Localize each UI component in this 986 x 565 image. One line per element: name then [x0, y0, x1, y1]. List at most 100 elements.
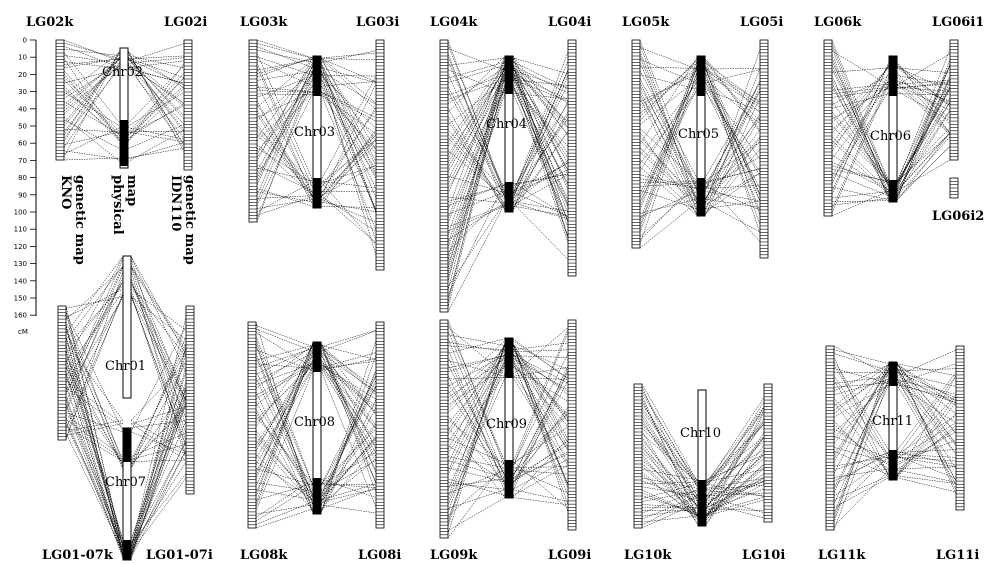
- link-line: [320, 342, 379, 454]
- link-line: [447, 426, 506, 498]
- map-bar-lg02k: [55, 39, 65, 161]
- link-line: [705, 456, 767, 506]
- link-line: [641, 474, 699, 517]
- link-line: [705, 477, 767, 489]
- link-line: [255, 484, 314, 522]
- link-line: [833, 378, 890, 531]
- label-lg06k: LG06k: [814, 15, 862, 30]
- map-bar-lg11k: [825, 345, 835, 531]
- scale-tick-label: 70: [18, 157, 27, 165]
- link-line: [831, 61, 890, 195]
- link-line: [641, 489, 699, 517]
- link-line: [512, 96, 571, 210]
- link-line: [512, 355, 571, 394]
- link-line: [896, 367, 959, 416]
- link-line: [255, 328, 314, 352]
- link-line: [704, 66, 763, 123]
- link-line: [896, 449, 959, 453]
- link-line: [704, 113, 763, 190]
- link-line: [256, 198, 314, 209]
- link-line: [641, 515, 699, 523]
- link-line: [833, 457, 890, 497]
- link-line: [639, 63, 698, 192]
- link-line: [130, 359, 189, 558]
- link-line: [63, 42, 121, 60]
- link-line: [705, 417, 767, 510]
- link-line: [512, 353, 571, 491]
- link-line: [705, 496, 767, 514]
- link-line: [641, 386, 699, 510]
- link-line: [896, 98, 953, 191]
- link-line: [127, 64, 187, 105]
- link-line: [641, 483, 699, 499]
- link-line: [896, 83, 953, 186]
- link-line: [831, 154, 890, 190]
- link-line: [831, 65, 890, 145]
- link-line: [130, 308, 189, 549]
- link-line: [256, 86, 314, 93]
- link-line: [255, 360, 314, 424]
- dense-block: [505, 338, 513, 378]
- link-line: [639, 77, 698, 195]
- link-line: [320, 91, 379, 152]
- link-line: [256, 71, 314, 172]
- link-line: [512, 439, 571, 483]
- link-line: [130, 277, 189, 447]
- link-line: [831, 80, 890, 148]
- link-line: [896, 81, 953, 90]
- link-line: [512, 46, 571, 194]
- link-line: [896, 59, 953, 187]
- link-line: [512, 425, 571, 464]
- link-line: [896, 74, 953, 188]
- link-line: [641, 502, 699, 529]
- link-line: [704, 87, 763, 187]
- link-line: [130, 475, 189, 553]
- link-line: [256, 58, 314, 71]
- scale-tick-label: 160: [14, 312, 27, 320]
- link-line: [63, 150, 121, 160]
- dense-block: [889, 450, 897, 480]
- link-line: [896, 61, 953, 136]
- link-line: [831, 200, 890, 202]
- link-line: [127, 51, 187, 90]
- link-line: [447, 48, 506, 71]
- link-line: [831, 75, 890, 105]
- link-line: [512, 366, 571, 377]
- link-line: [896, 368, 959, 371]
- link-line: [127, 63, 187, 108]
- link-line: [512, 67, 571, 195]
- link-line: [512, 368, 571, 477]
- link-line: [320, 367, 379, 461]
- link-line: [704, 155, 763, 189]
- link-line: [320, 137, 379, 202]
- link-line: [320, 347, 379, 479]
- link-line: [65, 412, 124, 433]
- link-line: [833, 376, 890, 384]
- link-line: [65, 378, 124, 465]
- label-lg01-07i: LG01-07i: [146, 548, 213, 563]
- link-line: [320, 180, 379, 189]
- link-line: [641, 496, 699, 526]
- map-bar-lg09i: [567, 319, 577, 531]
- link-line: [512, 85, 571, 188]
- link-line: [512, 128, 571, 208]
- link-line: [704, 186, 763, 212]
- link-line: [130, 395, 189, 546]
- link-line: [639, 47, 698, 70]
- link-line: [896, 455, 959, 480]
- chr08-label: Chr08: [294, 415, 335, 430]
- link-line: [639, 174, 698, 189]
- link-line: [833, 360, 890, 451]
- link-line: [896, 423, 959, 476]
- link-line: [65, 326, 124, 556]
- link-line: [639, 128, 698, 182]
- link-line: [512, 77, 571, 249]
- link-line: [320, 62, 379, 179]
- link-line: [833, 378, 890, 493]
- link-line: [896, 376, 959, 449]
- link-line: [320, 94, 379, 136]
- link-line: [65, 360, 124, 546]
- link-line: [447, 192, 506, 253]
- map-bar-lg11i: [955, 345, 965, 511]
- link-line: [255, 350, 314, 452]
